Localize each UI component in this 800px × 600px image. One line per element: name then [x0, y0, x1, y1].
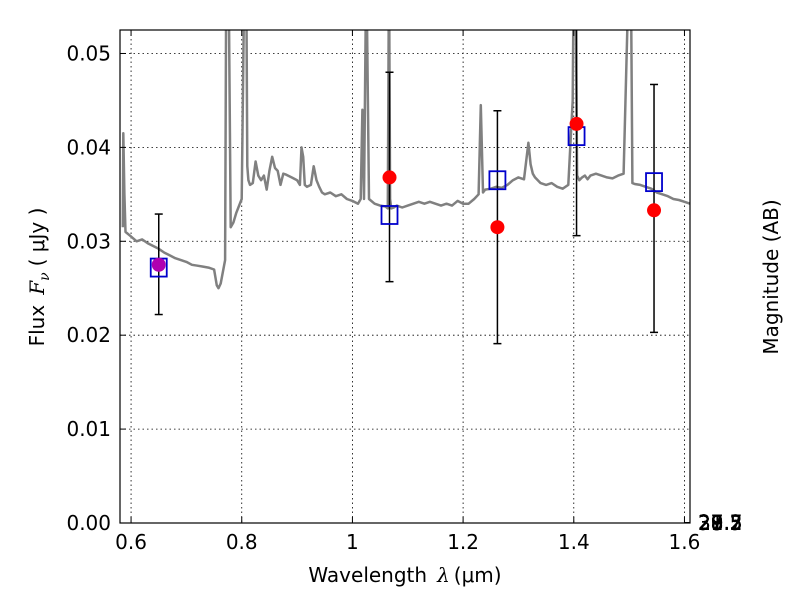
- y-tick-label-5: 0.05: [66, 41, 111, 65]
- tick-labels: 0.6 0.8 1 1.2 1.4 1.6 0.00 0.01 0.02 0.03 0.04 0.05…: [66, 41, 742, 554]
- y-axis-title: FluxFν( μJy ): [25, 208, 53, 347]
- observed-point-4: [647, 203, 662, 218]
- observed-point-2: [490, 220, 505, 235]
- plot-frame: [119, 29, 691, 524]
- y2-axis-title: Magnitude (AB): [759, 199, 783, 354]
- model-spectrum-line: [121, 30, 690, 290]
- mag-tick-label-0: 27.2: [698, 511, 743, 535]
- mag-tick-label-9: 30: [698, 511, 723, 535]
- model-phot-square-2: [488, 170, 507, 191]
- y-tick-label-1: 0.01: [66, 417, 111, 441]
- y-tick-label-4: 0.04: [66, 135, 111, 159]
- x-tick-label-5: 1.6: [669, 530, 701, 554]
- observed-photometry-layer: [151, 116, 662, 272]
- observed-point-1: [382, 170, 397, 185]
- y-tick-label-2: 0.02: [66, 323, 111, 347]
- grid: [120, 30, 690, 524]
- mag-tick-label-10: 31: [698, 511, 723, 535]
- x-tick-label-1: 0.8: [226, 530, 258, 554]
- mag-tick-label-8: 29.5: [698, 511, 743, 535]
- mag-tick-label-7: 29: [698, 511, 723, 535]
- x-tick-label-3: 1.2: [447, 530, 479, 554]
- model-phot-square-1: [380, 205, 399, 225]
- mag-tick-label-6: 28.5: [698, 511, 743, 535]
- y-tick-label-3: 0.03: [66, 229, 111, 253]
- x-tick-label-0: 0.6: [115, 530, 147, 554]
- ticks: [120, 30, 690, 524]
- model-phot-square-4: [645, 172, 663, 193]
- x-axis-title: Wavelength λ (μm): [308, 563, 501, 587]
- observed-point-0: [151, 257, 166, 272]
- observed-point-3: [569, 116, 584, 131]
- spectrum-layer: [121, 30, 690, 290]
- mag-tick-label-2: 27.5: [698, 511, 743, 535]
- x-tick-label-4: 1.4: [558, 530, 590, 554]
- mag-tick-label-4: 28: [698, 511, 723, 535]
- x-tick-label-2: 1: [346, 530, 359, 554]
- mag-tick-label-5: 28.2: [698, 511, 743, 535]
- y-tick-label-0: 0.00: [66, 511, 111, 535]
- mag-tick-label-3: 27.7: [698, 511, 743, 535]
- mag-tick-label-1: 27.3: [698, 511, 743, 535]
